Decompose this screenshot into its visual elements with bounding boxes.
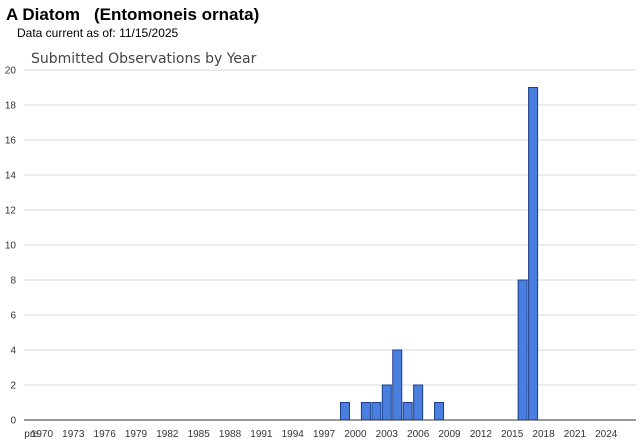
y-tick-label: 10 — [5, 241, 17, 252]
x-tick-label: 2018 — [532, 429, 555, 440]
x-tick-label: 2021 — [564, 429, 587, 440]
bars — [340, 87, 539, 421]
y-tick-label: 20 — [5, 66, 17, 77]
species-title: A Diatom (Entomoneis ornata) — [6, 5, 259, 25]
x-tick-label: 2015 — [501, 429, 524, 440]
x-tick-label: 1973 — [62, 429, 85, 440]
bar-1999 — [340, 402, 350, 421]
y-tick-label: 12 — [5, 206, 17, 217]
y-tick-label: 2 — [10, 381, 16, 392]
x-tick-label: 2006 — [407, 429, 430, 440]
bar-2002 — [371, 402, 382, 421]
x-tick-label: 1994 — [282, 429, 305, 440]
x-tick-label: 1976 — [94, 429, 117, 440]
y-tick-label: 14 — [5, 171, 17, 182]
chart-title: Submitted Observations by Year — [31, 51, 257, 67]
x-tick-label: 1991 — [250, 429, 273, 440]
x-tick-label: 2009 — [438, 429, 461, 440]
y-tick-label: 0 — [10, 416, 16, 427]
bar-2001 — [360, 402, 371, 421]
x-tick-label: 1979 — [125, 429, 148, 440]
y-grid — [24, 69, 636, 386]
x-tick-label: 2012 — [470, 429, 493, 440]
x-tick-label: 2000 — [344, 429, 367, 440]
x-tick-label: 2003 — [376, 429, 399, 440]
y-tick-label: 8 — [10, 276, 16, 287]
bar-2005 — [402, 402, 413, 421]
species-scientific-name: (Entomoneis ornata) — [94, 5, 260, 24]
y-tick-label: 18 — [5, 101, 17, 112]
x-tick-label: 1982 — [156, 429, 179, 440]
y-tick-label: 6 — [10, 311, 16, 322]
bar-2017 — [528, 87, 539, 421]
bar-2006 — [413, 384, 424, 421]
y-tick-label: 4 — [10, 346, 16, 357]
x-tick-label: 1970 — [31, 429, 54, 440]
x-tick-label: 1997 — [313, 429, 336, 440]
data-current-note: Data current as of: 11/15/2025 — [17, 26, 178, 40]
y-tick-label: 16 — [5, 136, 17, 147]
x-tick-label: pre — [24, 429, 39, 440]
x-tick-label: 1988 — [219, 429, 242, 440]
data-current-date: 11/15/2025 — [119, 26, 179, 40]
bar-2008 — [434, 402, 445, 421]
x-tick-label: 1985 — [188, 429, 211, 440]
data-current-label: Data current as of: — [17, 26, 116, 40]
bar-2016 — [517, 279, 528, 421]
species-common-name: A Diatom — [6, 5, 80, 24]
x-tick-label: 2024 — [595, 429, 618, 440]
bar-2004 — [392, 349, 403, 421]
bar-2003 — [381, 384, 392, 421]
y-axis-ticks: 0 2 4 6 8 10 12 14 16 18 20 — [5, 66, 17, 427]
